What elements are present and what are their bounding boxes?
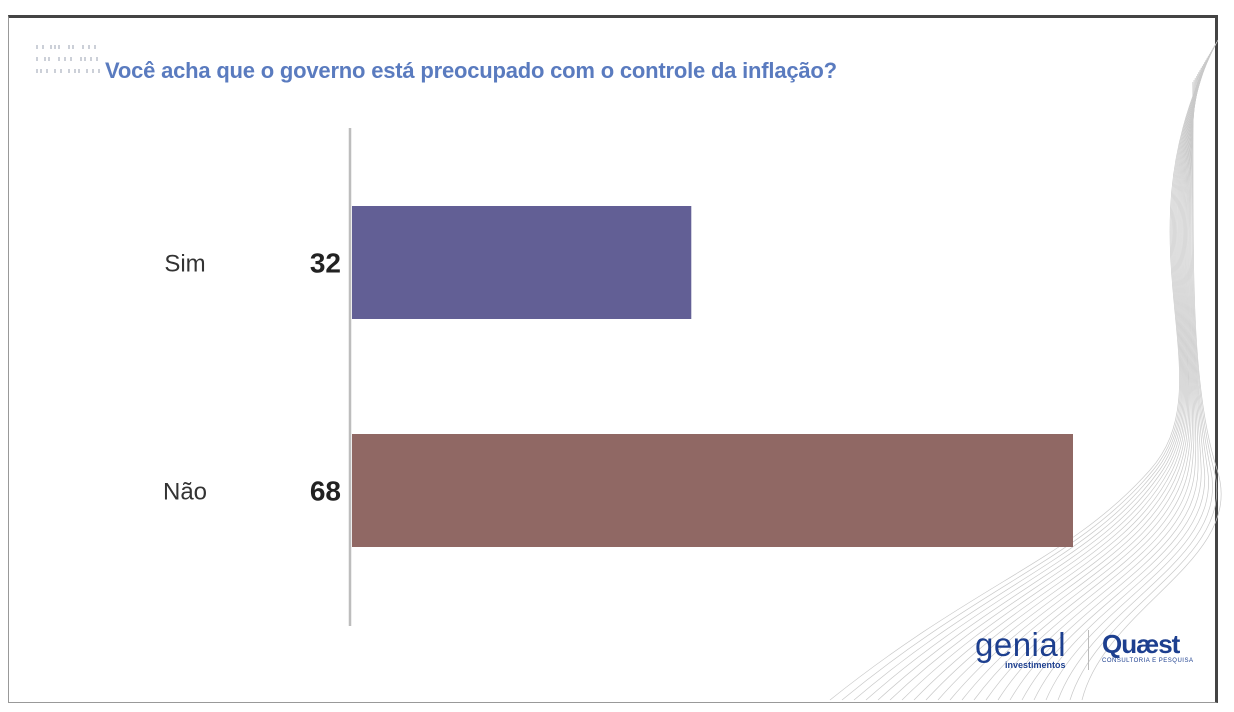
wave-line <box>865 45 1215 701</box>
genial-logo: genial <box>975 626 1067 663</box>
wave-line <box>997 67 1202 701</box>
wave-line <box>937 57 1208 701</box>
bar-0 <box>352 206 692 319</box>
wave-line <box>1069 79 1217 701</box>
wave-line <box>1081 81 1222 701</box>
wave-line <box>949 59 1207 701</box>
wave-line <box>829 39 1219 701</box>
wave-line <box>961 61 1206 701</box>
slide-frame <box>8 15 1218 703</box>
wave-line <box>1045 75 1209 701</box>
category-label-0: Sim <box>164 251 205 278</box>
wave-line <box>1021 71 1202 701</box>
wave-line <box>1009 69 1201 701</box>
wave-line <box>985 65 1203 701</box>
wave-line <box>853 43 1216 701</box>
bar-1 <box>352 434 1073 547</box>
wave-line <box>889 49 1213 701</box>
wave-line <box>841 41 1218 701</box>
value-label-0: 32 <box>310 248 341 279</box>
wave-line <box>973 63 1204 701</box>
wave-line <box>925 55 1209 701</box>
quaest-logo-subtitle: CONSULTORIA E PESQUISA <box>1102 658 1194 664</box>
wave-line <box>901 51 1212 701</box>
category-label-1: Não <box>163 479 207 506</box>
wave-line <box>1033 73 1205 701</box>
question-mark-icon <box>36 45 100 73</box>
wave-line <box>1057 77 1213 701</box>
quaest-logo: Quæst <box>1102 629 1180 659</box>
logo-divider <box>1088 630 1089 670</box>
value-label-1: 68 <box>310 476 341 507</box>
chart-title: Você acha que o governo está preocupado … <box>105 58 837 83</box>
genial-logo-subtitle: investimentos <box>1005 660 1066 670</box>
wave-line <box>877 47 1214 701</box>
wave-line <box>913 53 1210 701</box>
